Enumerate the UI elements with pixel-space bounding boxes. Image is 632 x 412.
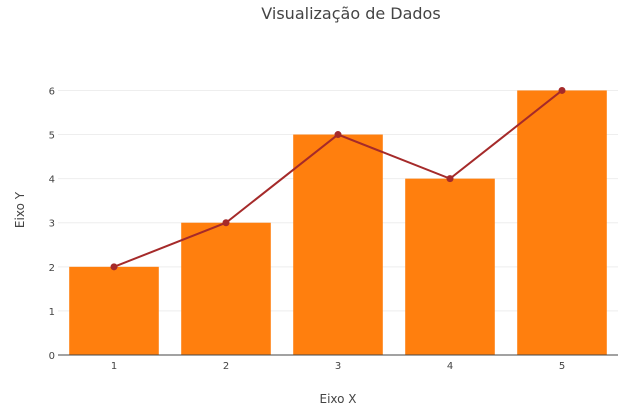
x-tick-label: 1 (111, 361, 117, 372)
x-tick-label: 4 (447, 361, 453, 372)
line-point-3 (334, 131, 342, 139)
y-tick-label: 4 (49, 175, 55, 186)
x-tick-label: 2 (223, 361, 229, 372)
y-tick-label: 0 (49, 351, 55, 362)
line-point-5 (558, 86, 566, 94)
y-axis-title: Eixo Y (13, 191, 27, 228)
bar-1 (69, 266, 159, 355)
y-tick-label: 1 (49, 307, 55, 318)
x-tick-label: 5 (559, 361, 565, 372)
line-point-1 (110, 263, 118, 271)
line-series (110, 86, 566, 271)
chart-title: Visualização de Dados (261, 4, 440, 23)
y-tick-label: 5 (49, 131, 55, 142)
x-tick-labels: 1 2 3 4 5 (111, 361, 565, 372)
bar-3 (293, 134, 383, 355)
x-axis-title: Eixo X (319, 392, 356, 406)
y-tick-label: 3 (49, 219, 55, 230)
line-point-2 (222, 219, 230, 227)
bar-2 (181, 222, 271, 355)
x-tick-label: 3 (335, 361, 341, 372)
bars (69, 90, 607, 356)
bar-4 (405, 178, 495, 355)
y-tick-labels: 0 1 2 3 4 5 6 (49, 86, 55, 362)
y-tick-label: 6 (49, 86, 55, 97)
line-point-4 (446, 175, 454, 183)
bar-5 (517, 90, 607, 356)
y-tick-label: 2 (49, 263, 55, 274)
